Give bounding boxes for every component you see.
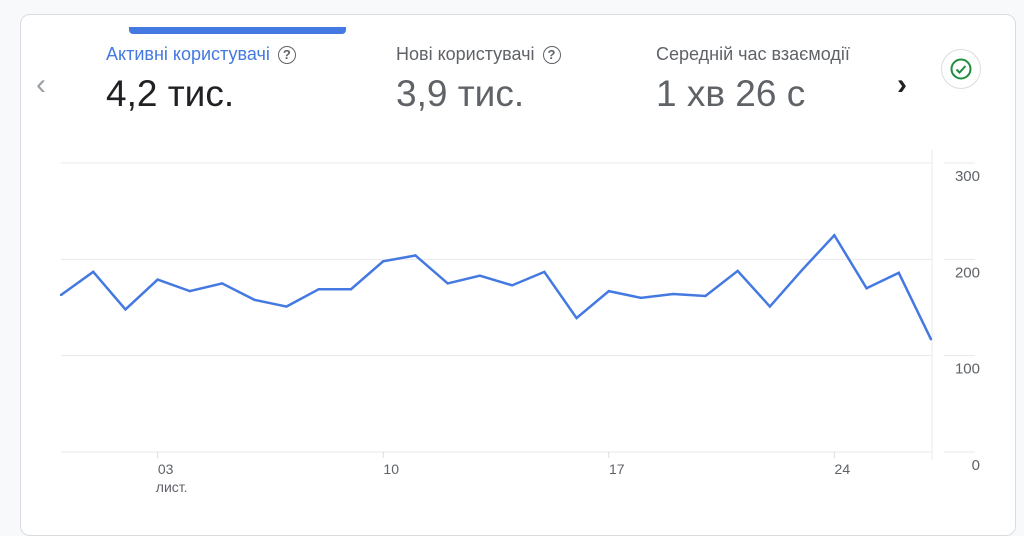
- data-point: [929, 338, 933, 341]
- data-point: [285, 305, 288, 308]
- data-point: [188, 289, 192, 293]
- status-check-button[interactable]: [941, 49, 981, 89]
- x-tick-label: 24: [835, 461, 851, 477]
- data-point: [672, 292, 675, 296]
- data-point: [575, 316, 578, 320]
- data-point: [639, 296, 643, 300]
- previous-metric-button[interactable]: ‹: [36, 68, 46, 102]
- next-metric-button[interactable]: ›: [897, 68, 907, 102]
- data-point: [349, 287, 353, 291]
- x-tick-label: 10: [383, 461, 399, 477]
- data-point: [736, 269, 739, 273]
- data-point: [317, 287, 320, 291]
- data-point: [253, 298, 256, 301]
- data-point: [414, 254, 417, 257]
- metric-tab-active-users[interactable]: Активні користувачі? 4,2 тис.: [106, 44, 296, 115]
- metric-label: Активні користувачі: [106, 44, 270, 64]
- data-point: [607, 289, 610, 293]
- data-point: [800, 268, 804, 272]
- metric-value: 1 хв 26 с: [656, 73, 806, 114]
- y-tick-label: 200: [955, 264, 980, 281]
- data-point: [220, 282, 224, 285]
- series-line: [60, 233, 933, 340]
- data-point: [382, 260, 385, 263]
- y-tick-label: 0: [972, 457, 980, 474]
- data-point: [59, 293, 63, 297]
- metric-value: 3,9 тис.: [396, 73, 525, 114]
- data-point: [704, 294, 707, 298]
- data-point: [156, 278, 159, 281]
- y-tick-label: 100: [955, 361, 980, 378]
- metric-label: Середній час взаємодії: [656, 44, 850, 64]
- data-point: [865, 287, 868, 290]
- data-point: [478, 274, 482, 277]
- active-tab-indicator: [129, 27, 346, 34]
- chevron-right-icon: ›: [897, 68, 907, 101]
- data-point: [543, 270, 546, 274]
- check-circle-icon: [950, 58, 972, 80]
- data-point: [124, 308, 127, 311]
- x-tick-label: 03: [158, 461, 174, 477]
- chevron-left-icon: ‹: [36, 68, 46, 101]
- data-point: [446, 282, 449, 285]
- line-chart: 0 100 200 300 03 лист. 10 17 24: [59, 150, 980, 495]
- help-circle-icon[interactable]: ?: [277, 45, 296, 64]
- data-point: [92, 270, 95, 274]
- metric-value: 4,2 тис.: [106, 73, 235, 114]
- data-point: [833, 234, 836, 237]
- metric-tab-new-users[interactable]: Нові користувачі? 3,9 тис.: [396, 44, 561, 115]
- data-point: [768, 305, 772, 308]
- y-tick-label: 300: [955, 168, 980, 185]
- metric-label: Нові користувачі: [396, 44, 535, 64]
- x-tick-label: 17: [609, 461, 625, 477]
- x-tick-sublabel: лист.: [156, 479, 188, 495]
- data-point: [510, 284, 514, 287]
- metric-tab-avg-engagement-time[interactable]: Середній час взаємодії 1 хв 26 с: [656, 44, 850, 115]
- help-circle-icon[interactable]: ?: [542, 45, 561, 64]
- data-point: [897, 271, 900, 275]
- metrics-card: [20, 14, 1016, 536]
